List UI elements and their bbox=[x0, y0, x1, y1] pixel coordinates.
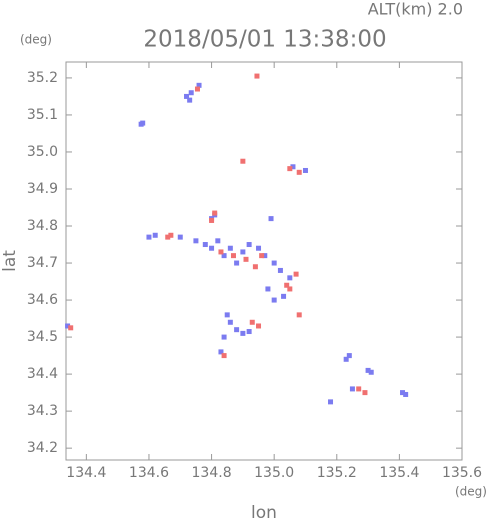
echo-point bbox=[215, 238, 221, 244]
echo-point bbox=[168, 232, 174, 238]
echo-point bbox=[165, 234, 171, 240]
echo-point bbox=[221, 253, 227, 259]
y-tick-label: 34.6 bbox=[27, 292, 58, 308]
y-tick-label: 35.1 bbox=[27, 107, 58, 123]
echo-point bbox=[290, 164, 296, 170]
echo-point bbox=[271, 260, 277, 266]
echo-point bbox=[287, 166, 293, 172]
echo-point bbox=[271, 297, 277, 303]
echo-point bbox=[209, 245, 215, 251]
echo-point bbox=[252, 264, 258, 270]
x-tick-label: 135.2 bbox=[317, 465, 357, 481]
echo-point bbox=[284, 282, 290, 288]
x-tick-label: 135.4 bbox=[379, 465, 419, 481]
echo-point bbox=[343, 356, 349, 362]
echo-point bbox=[224, 312, 230, 318]
echo-point bbox=[230, 253, 236, 259]
x-tick-label: 135.6 bbox=[442, 465, 482, 481]
echo-point bbox=[296, 169, 302, 175]
x-axis-label: lon bbox=[251, 503, 277, 521]
y-tick-label: 34.5 bbox=[27, 329, 58, 345]
y-tick-label: 34.2 bbox=[27, 440, 58, 456]
echo-point bbox=[227, 245, 233, 251]
echo-point bbox=[184, 93, 190, 99]
echo-point bbox=[234, 327, 240, 333]
y-tick-label: 35.2 bbox=[27, 70, 58, 86]
echo-point bbox=[400, 390, 406, 396]
echo-point bbox=[293, 271, 299, 277]
echo-point bbox=[212, 210, 218, 216]
y-tick-label: 34.8 bbox=[27, 218, 58, 234]
echo-point bbox=[365, 367, 371, 373]
echo-point bbox=[368, 369, 374, 375]
echo-point bbox=[296, 312, 302, 318]
echo-point bbox=[194, 86, 200, 92]
echo-point bbox=[218, 349, 224, 355]
x-tick-label: 135.0 bbox=[254, 465, 294, 481]
y-tick-label: 34.9 bbox=[27, 181, 58, 197]
echo-point bbox=[277, 267, 283, 273]
echo-point bbox=[152, 232, 158, 238]
echo-point bbox=[240, 249, 246, 255]
x-unit: (deg) bbox=[455, 485, 487, 499]
x-tick-label: 134.4 bbox=[66, 465, 106, 481]
echo-point bbox=[240, 330, 246, 336]
echo-point bbox=[240, 158, 246, 164]
chart-title: 2018/05/01 13:38:00 bbox=[143, 27, 386, 53]
altitude-label: ALT(km) 2.0 bbox=[368, 0, 463, 19]
echo-point bbox=[265, 286, 271, 292]
echo-point bbox=[268, 216, 274, 222]
echo-point bbox=[177, 234, 183, 240]
echo-point bbox=[259, 253, 265, 259]
echo-point bbox=[254, 73, 260, 79]
echo-point bbox=[193, 238, 199, 244]
echo-point bbox=[328, 399, 334, 405]
echo-point bbox=[234, 260, 240, 266]
echo-point bbox=[188, 90, 194, 96]
x-tick-label: 134.8 bbox=[192, 465, 232, 481]
echo-point bbox=[243, 256, 249, 262]
echo-point bbox=[281, 293, 287, 299]
echo-point bbox=[287, 275, 293, 281]
plot-frame bbox=[65, 61, 463, 461]
echo-point bbox=[246, 329, 252, 335]
echo-point bbox=[362, 390, 368, 396]
echo-point bbox=[221, 353, 227, 359]
echo-point bbox=[68, 325, 74, 331]
echo-point bbox=[196, 82, 202, 88]
echo-point bbox=[302, 167, 308, 173]
echo-point bbox=[346, 353, 352, 359]
echo-point bbox=[209, 217, 215, 223]
echo-point bbox=[140, 120, 146, 126]
y-tick-label: 34.7 bbox=[27, 255, 58, 271]
echo-point bbox=[403, 391, 409, 397]
y-unit: (deg) bbox=[20, 33, 52, 47]
echo-point bbox=[202, 242, 208, 248]
echo-point bbox=[256, 245, 262, 251]
echo-point bbox=[287, 286, 293, 292]
echo-point bbox=[218, 249, 224, 255]
echo-point bbox=[262, 253, 268, 259]
echo-point bbox=[349, 386, 355, 392]
echo-point bbox=[256, 323, 262, 329]
echo-point bbox=[187, 97, 193, 103]
x-tick-label: 134.6 bbox=[129, 465, 169, 481]
echo-point bbox=[246, 242, 252, 248]
echo-point bbox=[65, 323, 71, 329]
echo-point bbox=[356, 386, 362, 392]
echo-point bbox=[227, 319, 233, 325]
y-axis-label: lat bbox=[0, 250, 20, 272]
y-tick-label: 34.4 bbox=[27, 366, 58, 382]
y-tick-label: 35.0 bbox=[27, 144, 58, 160]
echo-point bbox=[146, 234, 152, 240]
echo-point bbox=[221, 334, 227, 340]
y-tick-label: 34.3 bbox=[27, 403, 58, 419]
echo-point bbox=[249, 319, 255, 325]
